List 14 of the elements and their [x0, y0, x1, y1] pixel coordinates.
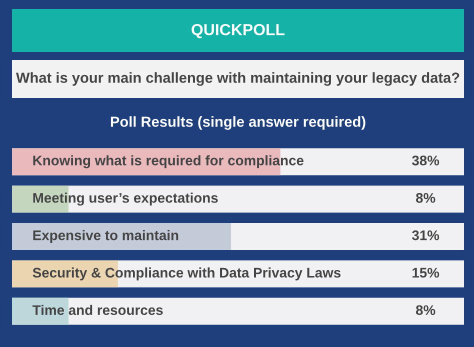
y-tick-label: Time and resources: [32, 304, 163, 316]
y-tick-label: Security & Compliance with Data Privacy Laws: [32, 267, 341, 280]
y-tick-label: Meeting user’s expectations: [33, 192, 218, 206]
data-label: 15%: [412, 268, 440, 278]
data-label: 31%: [412, 230, 440, 240]
bar: [12, 298, 68, 325]
data-label: 8%: [416, 305, 436, 316]
chart-subtitle: What is your main challenge with maintaining your legacy data?: [16, 72, 460, 86]
y-tick-label: Knowing what is required for compliance: [33, 155, 304, 168]
text: Poll Results (single answer required): [110, 116, 366, 130]
data-label: 8%: [416, 192, 436, 203]
chart-title: QUICKPOLL: [192, 24, 285, 38]
data-label: 38%: [412, 156, 440, 166]
y-tick-label: Expensive to maintain: [33, 230, 178, 243]
